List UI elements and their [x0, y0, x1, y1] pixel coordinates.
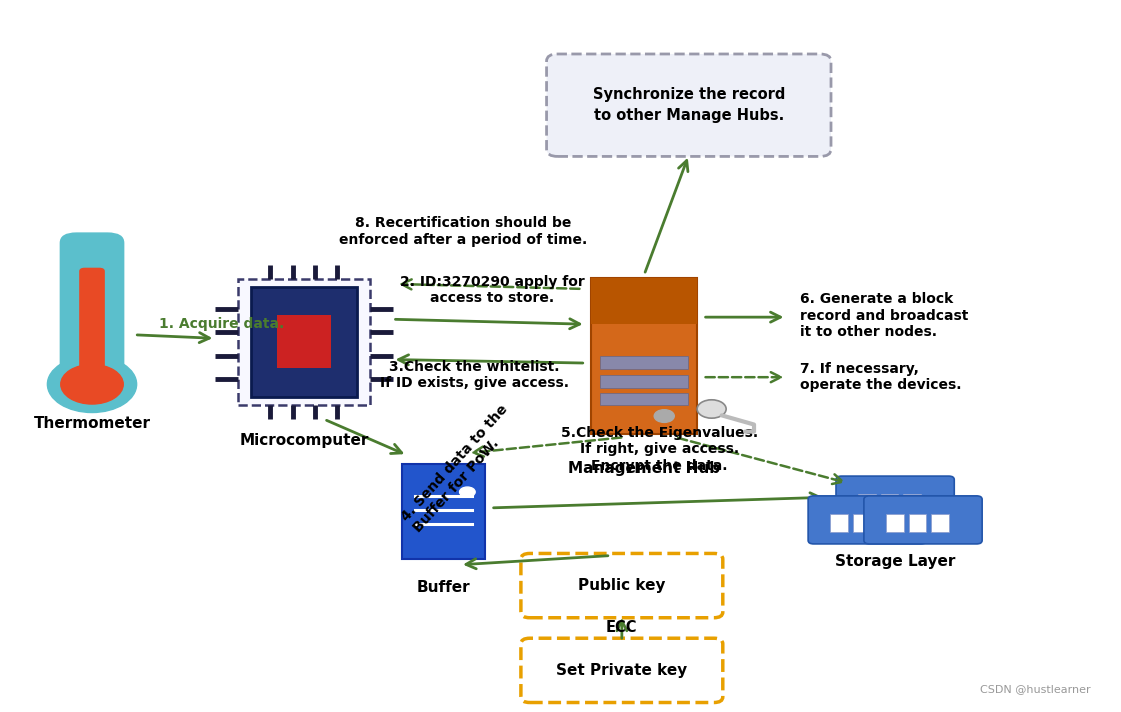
- Text: 1. Acquire data.: 1. Acquire data.: [159, 318, 285, 331]
- Circle shape: [61, 365, 123, 404]
- FancyBboxPatch shape: [59, 232, 124, 395]
- FancyBboxPatch shape: [864, 496, 982, 544]
- Text: 2. ID:3270290 apply for
access to store.: 2. ID:3270290 apply for access to store.: [399, 275, 584, 305]
- FancyBboxPatch shape: [836, 476, 954, 524]
- FancyBboxPatch shape: [238, 278, 370, 405]
- Text: Management Hub: Management Hub: [568, 461, 720, 476]
- FancyBboxPatch shape: [401, 464, 485, 559]
- FancyBboxPatch shape: [808, 496, 926, 544]
- FancyBboxPatch shape: [600, 375, 688, 388]
- Text: Buffer: Buffer: [417, 580, 470, 595]
- Text: 6. Generate a block
record and broadcast
it to other nodes.: 6. Generate a block record and broadcast…: [799, 293, 969, 339]
- FancyBboxPatch shape: [887, 513, 904, 532]
- FancyBboxPatch shape: [591, 278, 697, 324]
- FancyBboxPatch shape: [881, 493, 898, 512]
- FancyBboxPatch shape: [591, 278, 697, 434]
- Text: ECC: ECC: [606, 620, 638, 636]
- Text: Synchronize the record
to other Manage Hubs.: Synchronize the record to other Manage H…: [593, 87, 785, 123]
- FancyBboxPatch shape: [908, 513, 926, 532]
- Text: 7. If necessary,
operate the devices.: 7. If necessary, operate the devices.: [799, 362, 962, 392]
- FancyBboxPatch shape: [600, 356, 688, 369]
- Text: 4. Send data to the
Buffer for PoW.: 4. Send data to the Buffer for PoW.: [399, 402, 522, 535]
- Circle shape: [655, 409, 674, 422]
- Text: Public key: Public key: [578, 578, 666, 593]
- FancyBboxPatch shape: [600, 393, 688, 405]
- Text: 8. Recertification should be
enforced after a period of time.: 8. Recertification should be enforced af…: [339, 216, 587, 246]
- Circle shape: [47, 356, 137, 412]
- Text: 5.Check the Eigenvalues.
If right, give access.
Encrypt the data.: 5.Check the Eigenvalues. If right, give …: [560, 426, 758, 473]
- FancyBboxPatch shape: [930, 513, 948, 532]
- Text: Set Private key: Set Private key: [556, 663, 687, 678]
- FancyBboxPatch shape: [521, 553, 723, 618]
- FancyBboxPatch shape: [547, 54, 831, 157]
- FancyBboxPatch shape: [902, 493, 920, 512]
- FancyBboxPatch shape: [80, 268, 105, 381]
- Text: Thermometer: Thermometer: [34, 416, 150, 431]
- FancyBboxPatch shape: [876, 513, 893, 532]
- FancyBboxPatch shape: [859, 493, 877, 512]
- FancyBboxPatch shape: [831, 513, 849, 532]
- FancyBboxPatch shape: [853, 513, 871, 532]
- Circle shape: [460, 487, 475, 497]
- Text: Microcomputer: Microcomputer: [239, 434, 369, 449]
- Circle shape: [697, 400, 726, 418]
- Text: 3.Check the whitelist.
If ID exists, give access.: 3.Check the whitelist. If ID exists, giv…: [380, 360, 568, 389]
- Text: Storage Layer: Storage Layer: [835, 554, 955, 569]
- FancyBboxPatch shape: [521, 638, 723, 703]
- FancyBboxPatch shape: [277, 315, 331, 368]
- FancyBboxPatch shape: [251, 287, 356, 397]
- Text: CSDN @hustlearner: CSDN @hustlearner: [980, 684, 1091, 693]
